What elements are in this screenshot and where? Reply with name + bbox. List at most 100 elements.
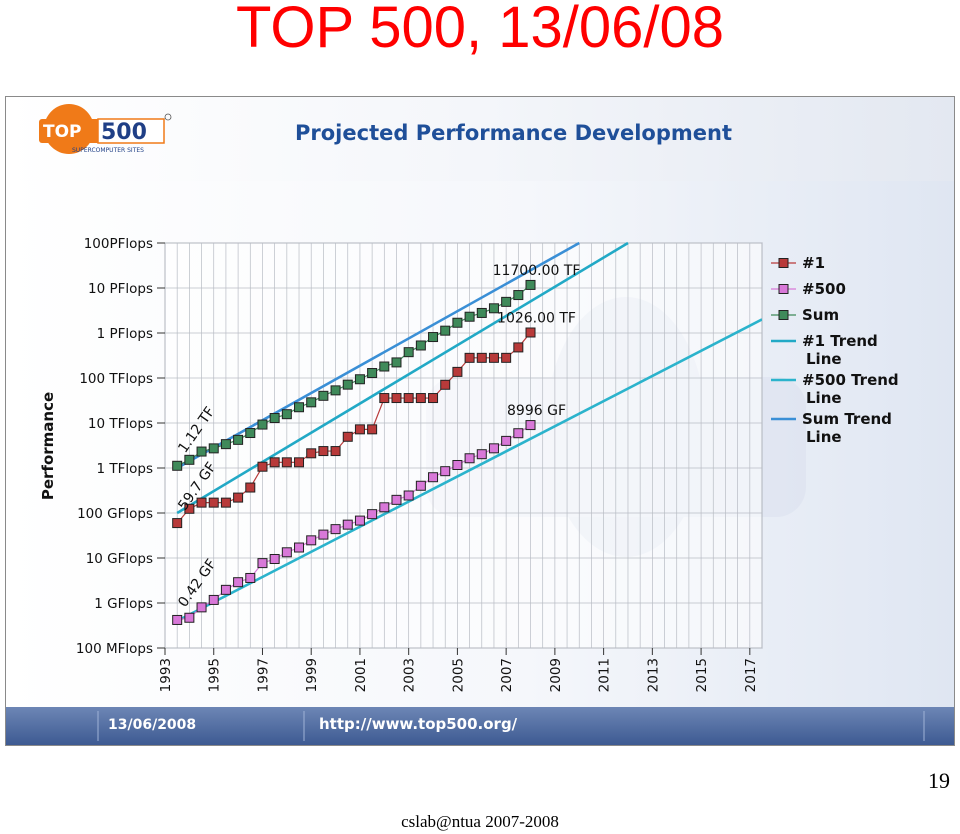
data-point bbox=[196, 497, 207, 508]
y-tick-label: 10 GFlops bbox=[86, 551, 153, 567]
x-tick-label: 2001 bbox=[353, 658, 369, 692]
chart-panel: TOP 500 SUPERCOMPUTER SITES Projected Pe… bbox=[5, 96, 955, 746]
y-tick-label: 1 GFlops bbox=[94, 596, 153, 612]
data-point bbox=[269, 457, 280, 468]
data-point bbox=[318, 446, 329, 457]
data-point bbox=[379, 361, 390, 372]
data-point bbox=[367, 424, 378, 435]
data-point bbox=[257, 419, 268, 430]
data-point bbox=[318, 390, 329, 401]
data-point bbox=[501, 296, 512, 307]
data-point bbox=[428, 332, 439, 343]
data-point bbox=[476, 449, 487, 460]
x-tick-label: 1993 bbox=[158, 658, 174, 692]
data-point bbox=[440, 466, 451, 477]
data-point bbox=[220, 439, 231, 450]
bottom-url-link[interactable]: http://www.top500.org/ bbox=[319, 715, 518, 733]
data-point bbox=[415, 393, 426, 404]
data-point bbox=[184, 503, 195, 514]
data-point bbox=[488, 352, 499, 363]
data-point bbox=[172, 614, 183, 625]
data-point bbox=[354, 374, 365, 385]
data-point bbox=[233, 577, 244, 588]
legend-marker bbox=[778, 258, 789, 268]
data-point bbox=[245, 572, 256, 583]
data-point bbox=[306, 448, 317, 459]
data-point bbox=[220, 497, 231, 508]
legend-label: #1 bbox=[802, 254, 825, 272]
y-tick-label: 10 PFlops bbox=[88, 281, 153, 297]
data-point bbox=[330, 446, 341, 457]
data-point bbox=[257, 558, 268, 569]
chart-title: Projected Performance Development bbox=[295, 121, 732, 145]
data-point bbox=[476, 352, 487, 363]
legend-label: Sum bbox=[802, 306, 839, 324]
data-point bbox=[196, 602, 207, 613]
bottom-date: 13/06/2008 bbox=[108, 717, 196, 733]
slide-number: 19 bbox=[928, 768, 950, 793]
data-point bbox=[464, 311, 475, 322]
plot-area bbox=[164, 242, 763, 649]
data-point bbox=[391, 393, 402, 404]
data-point bbox=[294, 402, 305, 413]
x-tick-label: 2009 bbox=[548, 658, 564, 692]
data-point bbox=[354, 515, 365, 526]
logo-subtitle: SUPERCOMPUTER SITES bbox=[72, 147, 144, 154]
data-point bbox=[513, 342, 524, 353]
x-tick-label: 1999 bbox=[304, 658, 320, 692]
data-point bbox=[342, 519, 353, 530]
data-point bbox=[257, 461, 268, 472]
x-tick-label: 2005 bbox=[450, 658, 466, 692]
data-point bbox=[452, 459, 463, 470]
chart-svg: TOP 500 SUPERCOMPUTER SITES Projected Pe… bbox=[6, 97, 954, 745]
data-point bbox=[464, 352, 475, 363]
y-tick-label: 100PFlops bbox=[84, 236, 153, 252]
data-point bbox=[367, 368, 378, 379]
y-axis-label: Performance bbox=[39, 392, 57, 500]
annotation-end-value: 8996 GF bbox=[507, 403, 566, 419]
data-point bbox=[245, 482, 256, 493]
annotation-end-value: 1026.00 TF bbox=[497, 310, 576, 326]
data-point bbox=[294, 457, 305, 468]
x-tick-label: 2011 bbox=[597, 658, 613, 692]
data-point bbox=[318, 529, 329, 540]
legend-marker bbox=[778, 310, 789, 320]
data-point bbox=[440, 379, 451, 390]
trend-lines bbox=[176, 241, 762, 623]
data-point bbox=[220, 584, 231, 595]
y-tick-label: 100 MFlops bbox=[76, 641, 153, 657]
data-series bbox=[172, 279, 536, 625]
data-point bbox=[281, 547, 292, 558]
data-point bbox=[196, 446, 207, 457]
slide-footer: cslab@ntua 2007-2008 bbox=[401, 812, 559, 831]
legend-label: Sum Trend Line bbox=[802, 410, 892, 446]
data-point bbox=[488, 303, 499, 314]
legend-label: #500 bbox=[802, 280, 846, 298]
top500-logo: TOP 500 SUPERCOMPUTER SITES bbox=[39, 104, 172, 154]
data-point bbox=[184, 454, 195, 465]
data-point bbox=[172, 460, 183, 471]
x-tick-label: 2017 bbox=[743, 658, 759, 692]
data-point bbox=[464, 453, 475, 464]
data-point bbox=[476, 307, 487, 318]
x-tick-label: 2015 bbox=[694, 658, 710, 692]
data-point bbox=[452, 366, 463, 377]
data-point bbox=[184, 612, 195, 623]
data-point bbox=[306, 397, 317, 408]
x-tick-label: 2007 bbox=[499, 658, 515, 692]
data-point bbox=[415, 480, 426, 491]
data-point bbox=[281, 409, 292, 420]
data-point bbox=[391, 357, 402, 368]
data-point bbox=[208, 594, 219, 605]
y-tick-label: 1 TFlops bbox=[96, 461, 153, 477]
data-point bbox=[403, 347, 414, 358]
data-point bbox=[269, 554, 280, 565]
data-point bbox=[513, 290, 524, 301]
data-point bbox=[172, 518, 183, 529]
data-point bbox=[415, 340, 426, 351]
legend-label: #1 Trend Line bbox=[802, 332, 878, 368]
data-point bbox=[233, 434, 244, 445]
data-point bbox=[379, 393, 390, 404]
data-point bbox=[208, 497, 219, 508]
x-tick-label: 2003 bbox=[402, 658, 418, 692]
